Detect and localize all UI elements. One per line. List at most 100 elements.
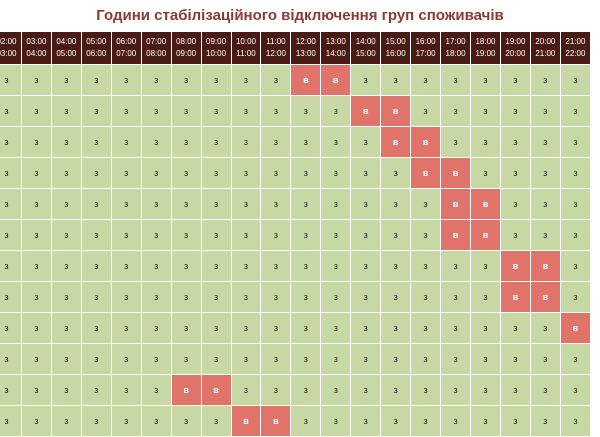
hour-to: 03:00	[0, 49, 17, 58]
schedule-cell: з	[380, 188, 412, 220]
hour-to: 21:00	[535, 49, 556, 58]
schedule-cell: з	[410, 95, 442, 127]
schedule-cell: з	[230, 250, 262, 282]
schedule-cell: з	[380, 343, 412, 375]
schedule-cell: з	[170, 157, 202, 189]
hour-header: 05:00 06:00	[80, 31, 112, 65]
hour-header: 13:00 14:00	[320, 31, 352, 65]
schedule-cell: з	[80, 64, 112, 96]
schedule-cell: з	[410, 343, 442, 375]
schedule-cell: в	[440, 219, 471, 251]
hour-header: 12:00 13:00	[290, 31, 322, 65]
schedule-cell: з	[140, 188, 172, 220]
schedule-cell: з	[529, 64, 561, 96]
hour-from: 17:00	[445, 37, 466, 46]
schedule-cell: з	[0, 64, 22, 96]
schedule-cell: з	[529, 405, 561, 437]
schedule-cell: з	[50, 219, 82, 251]
schedule-cell: з	[0, 157, 22, 189]
schedule-cell: з	[140, 281, 172, 313]
schedule-cell: з	[380, 312, 412, 344]
schedule-cell: в	[559, 312, 592, 344]
schedule-cell: з	[499, 343, 531, 375]
outage-schedule-table: 02:0003:0003:0004:0004:0005:0005:0006:00…	[0, 31, 592, 437]
schedule-cell: з	[470, 64, 501, 96]
schedule-cell: з	[320, 157, 352, 189]
schedule-cell: з	[290, 219, 322, 251]
schedule-cell: з	[559, 374, 592, 406]
schedule-cell: з	[470, 250, 501, 282]
schedule-cell: з	[559, 64, 592, 96]
schedule-cell: з	[320, 188, 352, 220]
schedule-cell: з	[170, 95, 202, 127]
schedule-cell: з	[80, 312, 112, 344]
schedule-cell: з	[410, 250, 442, 282]
schedule-cell: з	[80, 157, 112, 189]
hour-from: 21:00	[565, 37, 586, 46]
page-title: Години стабілізаційного відключення груп…	[96, 7, 504, 24]
schedule-cell: з	[50, 343, 82, 375]
hour-header: 10:00 11:00	[230, 31, 262, 65]
hour-from: 14:00	[355, 37, 376, 46]
schedule-cell: з	[170, 126, 202, 158]
hour-to: 15:00	[355, 49, 376, 58]
schedule-cell: з	[380, 219, 412, 251]
schedule-cell: з	[20, 281, 52, 313]
schedule-cell: з	[20, 157, 52, 189]
schedule-cell: з	[290, 405, 322, 437]
schedule-cell: з	[410, 281, 442, 313]
hour-header: 14:00 15:00	[350, 31, 382, 65]
schedule-cell: з	[260, 312, 292, 344]
schedule-cell: з	[320, 95, 352, 127]
schedule-cell: з	[529, 312, 561, 344]
hour-from: 08:00	[176, 37, 197, 46]
schedule-cell: з	[50, 64, 82, 96]
hour-to: 09:00	[176, 49, 197, 58]
schedule-cell: в	[499, 281, 531, 313]
schedule-cell: з	[290, 157, 322, 189]
schedule-cell: з	[529, 157, 561, 189]
schedule-cell: в	[260, 405, 292, 437]
hour-header: 20:00 21:00	[529, 31, 561, 65]
schedule-cell: в	[380, 95, 412, 127]
schedule-cell: з	[559, 126, 592, 158]
schedule-cell: з	[470, 405, 501, 437]
schedule-cell: з	[320, 281, 352, 313]
hour-from: 16:00	[415, 37, 436, 46]
schedule-cell: з	[499, 312, 531, 344]
schedule-cell: з	[260, 374, 292, 406]
schedule-cell: з	[80, 219, 112, 251]
schedule-cell: з	[410, 219, 442, 251]
schedule-cell: з	[80, 188, 112, 220]
hour-to: 22:00	[565, 49, 586, 58]
schedule-cell: з	[230, 157, 262, 189]
schedule-cell: з	[290, 343, 322, 375]
schedule-cell: з	[170, 405, 202, 437]
schedule-cell: в	[529, 281, 561, 313]
schedule-cell: з	[230, 219, 262, 251]
schedule-cell: з	[470, 157, 501, 189]
schedule-cell: з	[559, 281, 592, 313]
schedule-cell: з	[230, 312, 262, 344]
hour-from: 06:00	[116, 37, 137, 46]
schedule-cell: з	[350, 405, 382, 437]
schedule-cell: з	[470, 281, 501, 313]
schedule-cell: з	[350, 281, 382, 313]
schedule-cell: з	[110, 405, 142, 437]
schedule-cell: з	[529, 126, 561, 158]
schedule-cell: з	[290, 188, 322, 220]
schedule-cell: з	[470, 95, 501, 127]
schedule-cell: з	[320, 126, 352, 158]
hour-to: 06:00	[86, 49, 107, 58]
schedule-cell: з	[20, 95, 52, 127]
schedule-cell: з	[440, 95, 471, 127]
hour-to: 07:00	[116, 49, 137, 58]
schedule-cell: з	[200, 343, 232, 375]
schedule-cell: з	[200, 405, 232, 437]
schedule-cell: в	[529, 250, 561, 282]
